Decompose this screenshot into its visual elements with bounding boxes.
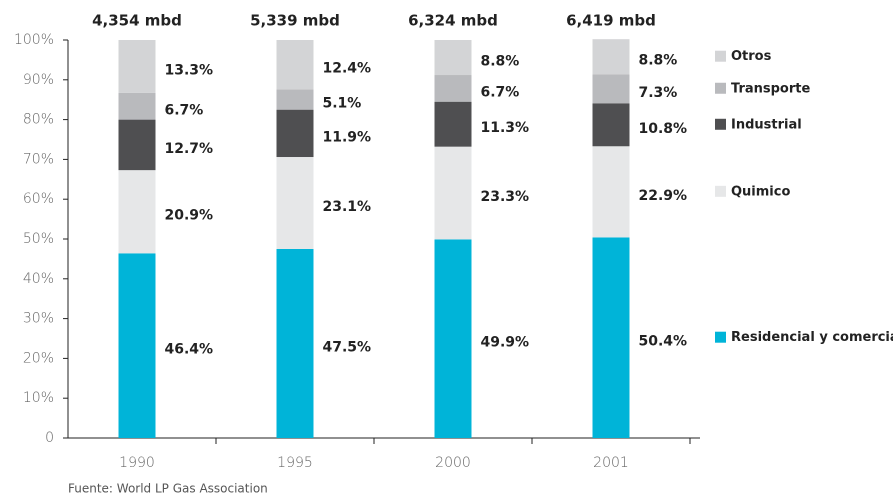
y-tick-label: 40% bbox=[23, 271, 54, 287]
bar-segment bbox=[118, 253, 156, 438]
legend-swatch bbox=[715, 331, 726, 343]
y-tick-label: 60% bbox=[23, 191, 54, 207]
y-tick-label: 80% bbox=[23, 112, 54, 128]
total-label: 5,339 mbd bbox=[250, 12, 340, 30]
value-label: 49.9% bbox=[481, 335, 530, 351]
value-label: 10.8% bbox=[639, 121, 688, 137]
legend-label: Transporte bbox=[731, 81, 810, 96]
bar-segment bbox=[118, 119, 156, 171]
value-label: 23.1% bbox=[323, 199, 372, 215]
y-tick-label: 70% bbox=[23, 151, 54, 167]
bar-segment bbox=[276, 40, 314, 90]
value-label: 23.3% bbox=[481, 189, 530, 205]
legend-label: Otros bbox=[731, 49, 772, 64]
bar-segment bbox=[592, 237, 630, 438]
y-tick-label: 10% bbox=[23, 390, 54, 406]
y-tick-label: 30% bbox=[23, 311, 54, 327]
value-label: 12.4% bbox=[323, 61, 372, 77]
bar-segment bbox=[118, 170, 156, 254]
value-label: 8.8% bbox=[481, 54, 520, 70]
bar-segment bbox=[276, 89, 314, 110]
bar-segment bbox=[118, 92, 156, 120]
legend-label: Industrial bbox=[731, 117, 802, 132]
value-label: 11.3% bbox=[481, 120, 530, 136]
x-tick-label: 2001 bbox=[593, 455, 629, 471]
value-label: 8.8% bbox=[639, 53, 678, 69]
value-label: 12.7% bbox=[165, 141, 214, 157]
bar-segment bbox=[592, 74, 630, 104]
bar-segment bbox=[592, 146, 630, 238]
x-tick-label: 2000 bbox=[435, 455, 471, 471]
value-label: 6.7% bbox=[481, 84, 520, 100]
bar-segment bbox=[276, 157, 314, 249]
bar-segment bbox=[434, 239, 472, 438]
bar-segment bbox=[434, 146, 472, 240]
legend-swatch bbox=[715, 185, 726, 197]
y-tick-label: 20% bbox=[23, 350, 54, 366]
bar-segment bbox=[434, 101, 472, 147]
legend-swatch bbox=[715, 118, 726, 130]
bar-segment bbox=[592, 103, 630, 147]
value-label: 20.9% bbox=[165, 208, 214, 224]
bar-segment bbox=[276, 109, 314, 158]
value-label: 22.9% bbox=[639, 188, 688, 204]
bar-segment bbox=[276, 248, 314, 438]
value-label: 13.3% bbox=[165, 62, 214, 78]
value-label: 5.1% bbox=[323, 96, 362, 112]
bar-segment bbox=[434, 75, 472, 102]
y-tick-label: 90% bbox=[23, 72, 54, 88]
bar-segment bbox=[592, 39, 630, 75]
source: Fuente: World LP Gas Association bbox=[68, 482, 268, 496]
value-label: 6.7% bbox=[165, 102, 204, 118]
value-label: 7.3% bbox=[639, 85, 678, 101]
value-label: 47.5% bbox=[323, 339, 372, 355]
total-label: 6,324 mbd bbox=[408, 12, 498, 30]
value-label: 46.4% bbox=[165, 342, 214, 358]
y-tick-label: 100% bbox=[14, 32, 54, 48]
x-tick-label: 1995 bbox=[277, 455, 313, 471]
y-tick-label: 50% bbox=[23, 231, 54, 247]
x-tick-label: 1990 bbox=[119, 455, 155, 471]
bar-segment bbox=[434, 40, 472, 76]
value-label: 50.4% bbox=[639, 334, 688, 350]
value-label: 11.9% bbox=[323, 129, 372, 145]
legend-swatch bbox=[715, 50, 726, 62]
legend-swatch bbox=[715, 82, 726, 94]
y-tick-label: 0 bbox=[45, 430, 54, 446]
bar-segment bbox=[118, 40, 156, 93]
legend-label: Residencial y comercial bbox=[731, 330, 893, 345]
legend-label: Quimico bbox=[731, 184, 790, 199]
total-label: 4,354 mbd bbox=[92, 12, 182, 30]
total-label: 6,419 mbd bbox=[566, 12, 656, 30]
